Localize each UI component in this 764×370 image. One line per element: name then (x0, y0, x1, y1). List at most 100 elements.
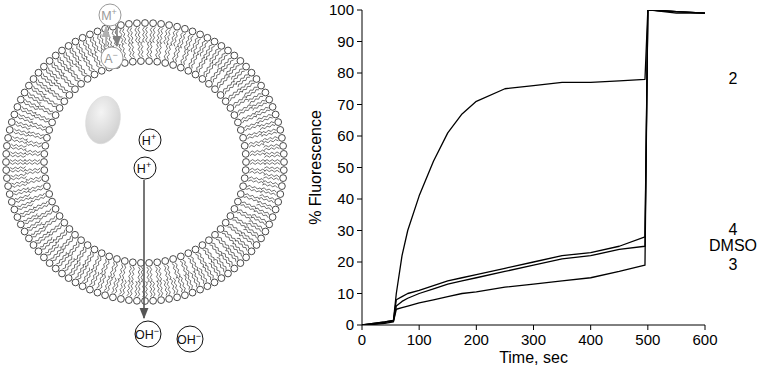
lipid-tail (47, 223, 60, 232)
y-tick (357, 199, 362, 200)
lipid-head (41, 151, 48, 158)
lipid-tail (230, 92, 243, 101)
y-tick (357, 104, 362, 105)
lipid-head (129, 259, 136, 266)
lipid-head (6, 126, 13, 133)
lipid-head (44, 183, 51, 190)
y-axis-title: % Fluorescence (307, 110, 324, 225)
lipid-head (61, 219, 68, 226)
lipid-head (280, 151, 287, 158)
lipid-tail (122, 265, 126, 280)
y-tick (357, 10, 362, 11)
ion-charge: + (146, 160, 151, 170)
ion: H+ (139, 129, 161, 151)
lipid-tail (245, 125, 260, 131)
lipid-tail (147, 42, 149, 58)
lipid-head (14, 104, 21, 111)
lipid-tail (264, 170, 280, 173)
lipid-head (225, 47, 232, 54)
x-tick (590, 325, 591, 330)
lipid-tail (138, 27, 141, 43)
lipid-head (227, 105, 234, 112)
lipid-head (217, 92, 224, 99)
lipid-tail (10, 167, 26, 170)
lipid-head (5, 135, 12, 142)
lipid-tail (79, 61, 88, 74)
lipid-tail (248, 134, 263, 139)
lipid-tail (31, 226, 44, 235)
lipid-tail (224, 60, 234, 72)
lipid-tail (75, 264, 83, 278)
lipid-tail (235, 99, 248, 108)
lipid-tail (264, 155, 280, 158)
lipid-head (243, 254, 250, 261)
lipid-tail (56, 252, 66, 264)
lipid-head (59, 47, 66, 54)
ion-symbol: M (101, 9, 111, 23)
series-line (362, 10, 705, 325)
lipid-head (227, 213, 234, 220)
lipid-tail (264, 163, 280, 165)
lipid-tail (38, 80, 51, 89)
lipid-tail (263, 137, 278, 141)
lipid-tail (83, 252, 91, 266)
lipid-head (49, 119, 56, 126)
lipid-head (280, 175, 287, 182)
x-tick (533, 325, 534, 330)
ion-charge: − (113, 50, 118, 60)
lipid-head (72, 231, 79, 238)
y-tick-label: 60 (337, 127, 354, 144)
lipid-tail (225, 84, 237, 94)
lipid-head (72, 38, 79, 45)
lipid-tail (63, 73, 74, 84)
y-tick (357, 41, 362, 42)
lipid-head (237, 260, 244, 267)
lipid-head (217, 226, 224, 233)
lipid-head (41, 167, 48, 174)
lipid-tail (192, 54, 199, 68)
lipid-head (272, 111, 279, 118)
lipid-tail (203, 250, 212, 263)
lipid-tail (150, 267, 152, 283)
lipid-tail (233, 220, 246, 229)
lipid-tail (160, 28, 163, 44)
lipid-head (192, 71, 199, 78)
lipid-tail (242, 83, 255, 92)
lipid-tail (264, 147, 280, 150)
lipid-head (197, 31, 204, 38)
lipid-head (46, 58, 53, 65)
lipid-tail (239, 108, 253, 116)
lipid-head (4, 175, 11, 182)
lipid-head (231, 52, 238, 59)
lipid-head (240, 183, 247, 190)
ion-circle (177, 326, 203, 352)
lipid-head (3, 151, 10, 158)
ion-charge: + (151, 132, 156, 142)
lipid-tail (220, 255, 230, 267)
lipid-head (44, 134, 51, 141)
lipid-head (8, 119, 15, 126)
series-line (362, 10, 705, 325)
lipid-head (78, 80, 85, 87)
lipid-head (98, 67, 105, 74)
lipid-head (84, 242, 91, 249)
lipid-tail (247, 224, 261, 232)
lipid-head (41, 63, 48, 70)
lipid-head (17, 221, 24, 228)
y-tick (357, 167, 362, 168)
lipid-head (11, 206, 18, 213)
ion: M+ (99, 4, 121, 26)
lipid-head (185, 250, 192, 257)
lipid-tail (138, 281, 141, 297)
lipid-head (3, 159, 10, 166)
lipid-head (146, 58, 153, 65)
lipid-head (174, 23, 181, 30)
ion-circle (139, 129, 161, 151)
lipid-head (3, 167, 10, 174)
series-label: DMSO (709, 237, 757, 254)
lipid-head (154, 58, 161, 65)
lipid-head (275, 119, 282, 126)
lipid-head (42, 175, 49, 182)
lipid-tail (243, 230, 256, 239)
lipid-tail (220, 77, 231, 88)
